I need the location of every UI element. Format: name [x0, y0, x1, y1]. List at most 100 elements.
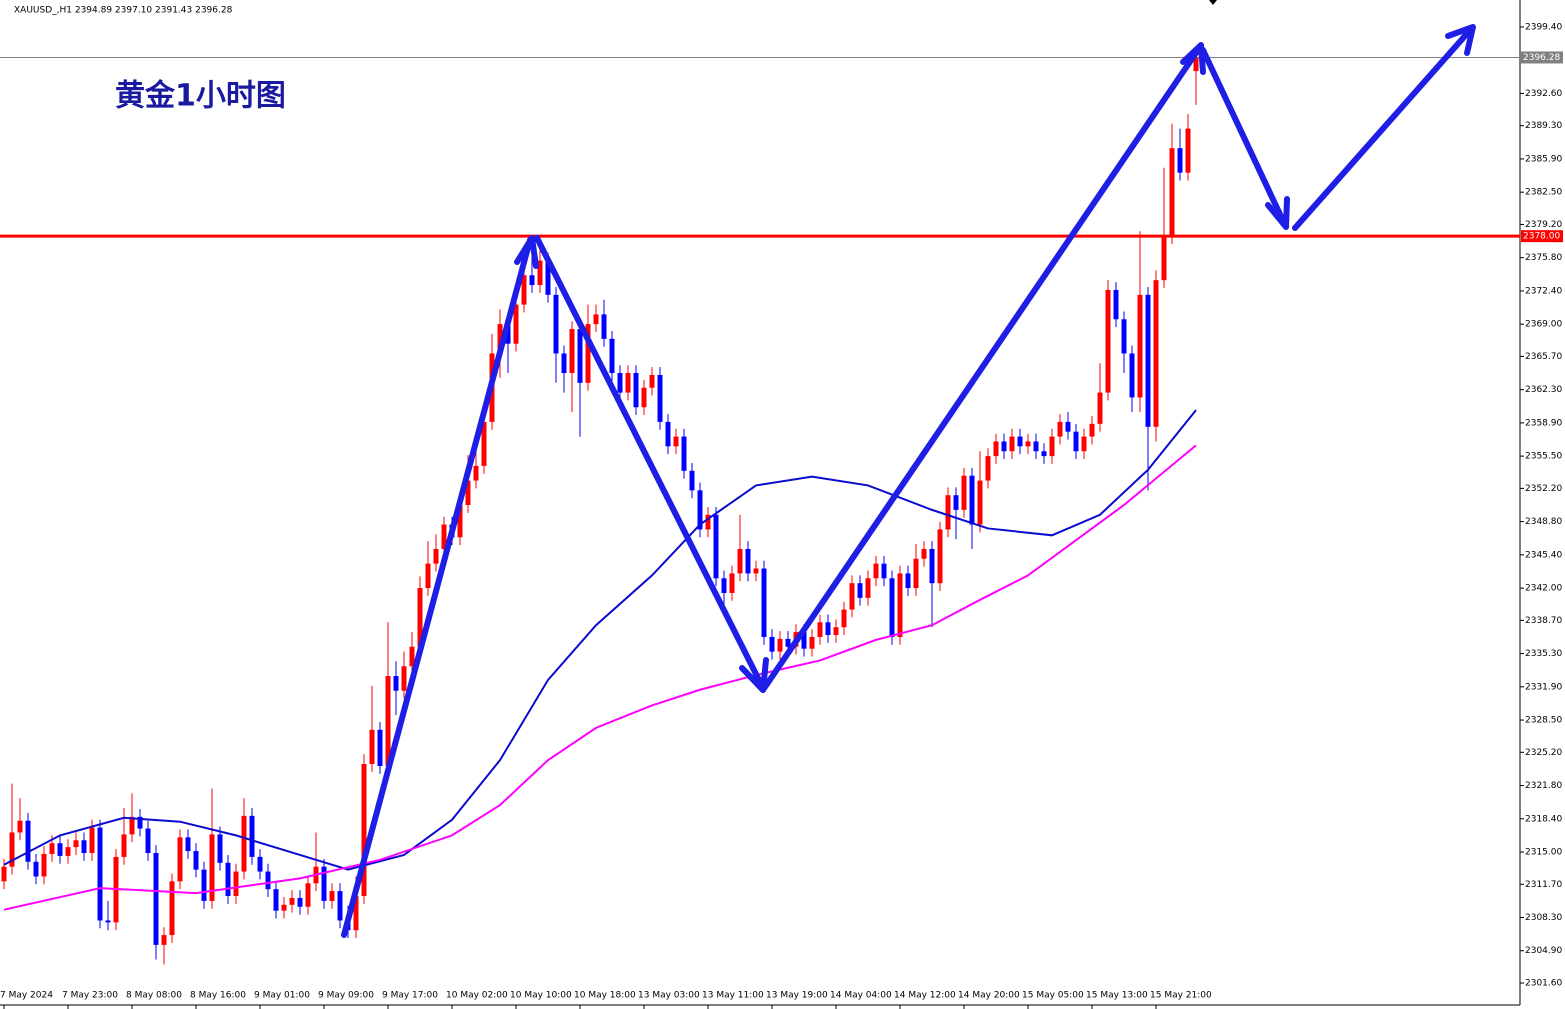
candle-body	[441, 524, 447, 549]
candle-body	[545, 260, 551, 295]
y-tick-label: 2385.90	[1525, 154, 1562, 164]
candle-body	[1177, 148, 1183, 173]
candle-body	[457, 504, 463, 538]
candle-body	[145, 828, 151, 853]
annotation-arrows	[341, 24, 1476, 938]
candle-body	[97, 827, 103, 921]
price-label: 2378.00	[1523, 232, 1560, 242]
candle-body	[337, 891, 343, 921]
x-tick-label: 10 May 02:00	[446, 991, 508, 1001]
x-tick-label: 15 May 21:00	[1150, 991, 1212, 1001]
candle-body	[721, 578, 727, 593]
candle-body	[9, 832, 15, 867]
candle-body	[1009, 436, 1015, 452]
candle-body	[1057, 421, 1063, 437]
y-tick-label: 2311.70	[1525, 880, 1562, 890]
price-label-box	[1521, 230, 1563, 243]
candle-body	[1161, 236, 1167, 281]
candle-body	[689, 470, 695, 491]
x-tick-label: 9 May 17:00	[382, 991, 438, 1001]
candle-body	[153, 852, 159, 945]
candle-body	[65, 847, 71, 856]
y-tick-label: 2325.20	[1525, 748, 1562, 758]
candle-body	[785, 638, 791, 647]
candle-body	[393, 676, 399, 691]
y-tick-label: 2321.80	[1525, 781, 1562, 791]
candle-body	[913, 558, 919, 589]
candle-body	[177, 837, 183, 882]
candle-body	[681, 436, 687, 471]
arrow	[760, 44, 1203, 693]
candle-body	[1097, 392, 1103, 424]
candle-body	[993, 441, 999, 457]
candle-body	[289, 897, 295, 905]
candle-body	[761, 568, 767, 637]
candle-body	[625, 373, 631, 393]
candle-body	[1065, 421, 1071, 432]
candle-body	[369, 729, 375, 765]
candle-body	[561, 353, 567, 374]
arrow	[341, 237, 533, 938]
y-tick-label: 2382.50	[1525, 188, 1562, 198]
candle-body	[1049, 436, 1055, 457]
candle-body	[273, 889, 279, 911]
y-tick-label: 2335.30	[1525, 649, 1562, 659]
candle-body	[977, 480, 983, 525]
y-tick-label: 2365.70	[1525, 352, 1562, 362]
candle-body	[833, 627, 839, 636]
candle-body	[233, 871, 239, 897]
candle-body	[873, 563, 879, 579]
candle-body	[577, 329, 583, 383]
candle-body	[849, 583, 855, 610]
candle-body	[137, 816, 143, 829]
candle-body	[57, 843, 63, 856]
candle-body	[505, 324, 511, 344]
candle-body	[25, 820, 31, 862]
candle-body	[225, 862, 231, 897]
candle-body	[1025, 441, 1031, 447]
candle-body	[425, 563, 431, 589]
y-tick-label: 2338.70	[1525, 616, 1562, 626]
candle-body	[953, 495, 959, 510]
candle-body	[1073, 431, 1079, 452]
candle-body	[1113, 289, 1119, 320]
candle-body	[1121, 319, 1127, 354]
x-tick-label: 8 May 16:00	[190, 991, 246, 1001]
y-tick-label: 2369.00	[1525, 320, 1562, 330]
candle-body	[673, 436, 679, 447]
candle-body	[737, 548, 743, 574]
candle-body	[217, 834, 223, 863]
y-tick-label: 2372.40	[1525, 286, 1562, 296]
candle-body	[969, 475, 975, 525]
candle-body	[569, 329, 575, 374]
y-tick-label: 2301.60	[1525, 979, 1562, 989]
x-tick-label: 13 May 11:00	[702, 991, 764, 1001]
candle-body	[265, 871, 271, 890]
candle-body	[897, 573, 903, 637]
candle-body	[777, 638, 783, 652]
candle-body	[809, 636, 815, 649]
candle-body	[633, 373, 639, 408]
candle-body	[537, 260, 543, 286]
period-marker	[1209, 0, 1217, 5]
candle-body	[1137, 294, 1143, 398]
candle-body	[1041, 451, 1047, 457]
y-tick-label: 2348.80	[1525, 517, 1562, 527]
arrow	[1200, 47, 1288, 228]
candle-body	[417, 588, 423, 647]
candle-body	[1033, 441, 1039, 452]
price-label: 2396.28	[1523, 53, 1560, 63]
candle-body	[169, 881, 175, 936]
x-tick-label: 10 May 18:00	[574, 991, 636, 1001]
candle-body	[1, 866, 7, 882]
candle-body	[945, 495, 951, 530]
candle-body	[841, 609, 847, 628]
candle-body	[105, 920, 111, 923]
candle-body	[385, 676, 391, 766]
candle-body	[881, 563, 887, 579]
y-tick-label: 2318.40	[1525, 814, 1562, 824]
y-tick-label: 2362.30	[1525, 385, 1562, 395]
y-tick-label: 2345.40	[1525, 550, 1562, 560]
